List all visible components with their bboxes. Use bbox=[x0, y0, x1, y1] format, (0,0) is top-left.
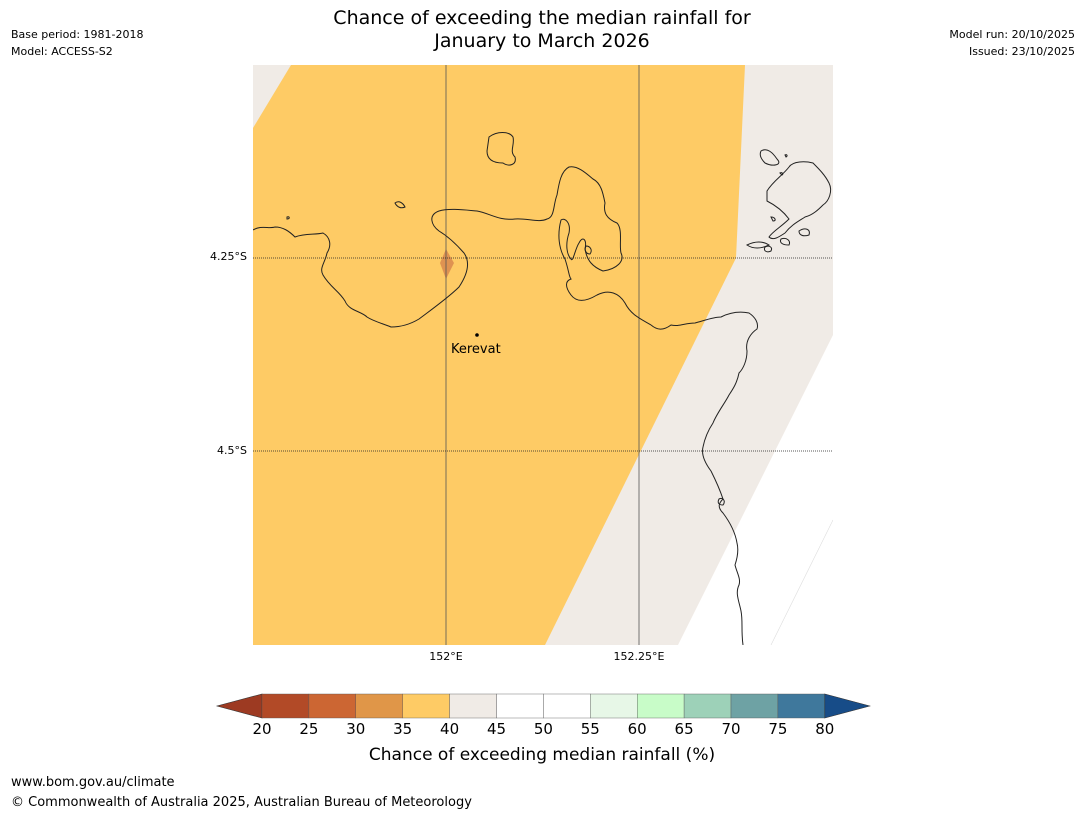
no-data-region bbox=[678, 335, 833, 645]
footer-url: www.bom.gov.au/climate bbox=[11, 775, 175, 790]
colorbar-segment bbox=[730, 693, 779, 719]
lon-label-152: 152°E bbox=[429, 650, 463, 663]
colorbar-segment bbox=[449, 693, 497, 719]
colorbar-tick-label: 55 bbox=[580, 720, 600, 738]
colorbar-tick-label: 35 bbox=[393, 720, 413, 738]
kerevat-label: Kerevat bbox=[451, 342, 501, 357]
map-title: Chance of exceeding the median rainfall … bbox=[240, 7, 844, 53]
darker-spot bbox=[440, 249, 454, 279]
colorbar-tick-label: 75 bbox=[768, 720, 788, 738]
lat-label-4-5: 4.5°S bbox=[217, 444, 247, 457]
orange-region bbox=[253, 65, 745, 645]
colorbar-tick-label: 45 bbox=[486, 720, 507, 738]
kerevat-marker bbox=[475, 333, 479, 337]
model-text: Model: ACCESS-S2 bbox=[11, 45, 113, 58]
colorbar-arrow-low bbox=[215, 693, 263, 719]
title-line-1: Chance of exceeding the median rainfall … bbox=[333, 7, 751, 29]
colorbar-segment bbox=[496, 693, 544, 719]
coastlines bbox=[253, 132, 832, 645]
colorbar-segment bbox=[402, 693, 450, 719]
colorbar-segment bbox=[355, 693, 403, 719]
title-line-2: January to March 2026 bbox=[434, 30, 650, 52]
colorbar-segment bbox=[637, 693, 685, 719]
colorbar-tick-label: 60 bbox=[627, 720, 647, 738]
rainfall-map bbox=[253, 65, 833, 645]
lon-label-152-25: 152.25°E bbox=[613, 650, 665, 663]
header-meta-right: Model run: 20/10/2025 Issued: 23/10/2025 bbox=[949, 26, 1075, 60]
colorbar-tick-label: 20 bbox=[252, 720, 272, 738]
base-period-text: Base period: 1981-2018 bbox=[11, 28, 144, 41]
colorbar-tick-label: 80 bbox=[815, 720, 835, 738]
colorbar-segment bbox=[261, 693, 310, 719]
colorbar bbox=[215, 693, 871, 719]
colorbar-arrow-high bbox=[824, 693, 871, 719]
issued-text: Issued: 23/10/2025 bbox=[968, 45, 1075, 58]
colorbar-tick-label: 65 bbox=[674, 720, 694, 738]
footer-copyright: © Commonwealth of Australia 2025, Austra… bbox=[11, 795, 472, 810]
colorbar-segment bbox=[777, 693, 826, 719]
colorbar-segment bbox=[590, 693, 638, 719]
header-meta-left: Base period: 1981-2018 Model: ACCESS-S2 bbox=[11, 26, 143, 60]
colorbar-tick-label: 30 bbox=[346, 720, 366, 738]
colorbar-label: Chance of exceeding median rainfall (%) bbox=[368, 745, 716, 765]
colorbar-tick-label: 50 bbox=[533, 720, 553, 738]
colorbar-segment bbox=[308, 693, 357, 719]
lat-label-4-25: 4.25°S bbox=[210, 250, 247, 263]
data-edge-line bbox=[770, 519, 833, 645]
colorbar-segment bbox=[543, 693, 591, 719]
colorbar-tick-label: 70 bbox=[721, 720, 741, 738]
colorbar-segment bbox=[683, 693, 732, 719]
model-run-text: Model run: 20/10/2025 bbox=[949, 28, 1075, 41]
colorbar-tick-label: 25 bbox=[299, 720, 319, 738]
colorbar-tick-label: 40 bbox=[440, 720, 460, 738]
